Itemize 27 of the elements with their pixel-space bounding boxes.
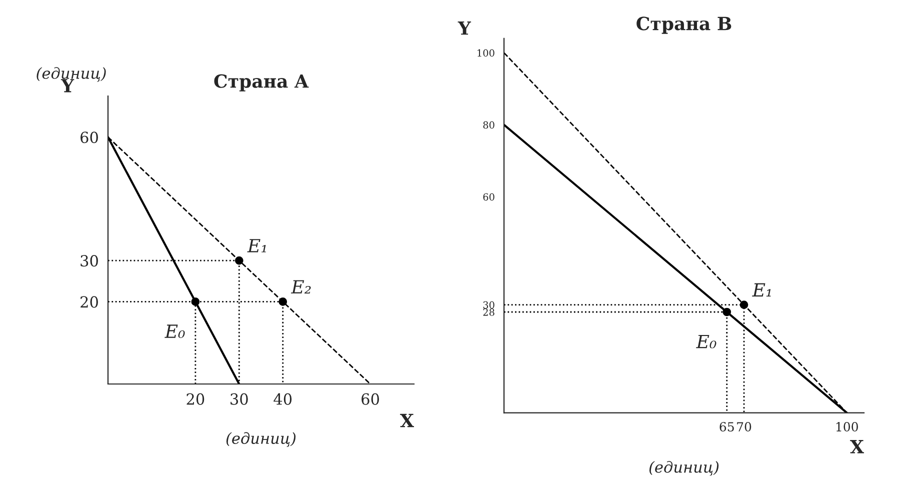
x-tick-label: 65 (720, 422, 734, 432)
annotation: E₁ (247, 239, 266, 252)
y-tick-label: 28 (483, 308, 494, 316)
y-tick-label: 30 (483, 301, 494, 309)
annotation: E₁ (752, 283, 771, 297)
y-tick-label: 30 (80, 255, 98, 267)
annotation: E₀ (696, 334, 716, 348)
x-tick-label: 100 (836, 422, 858, 432)
chart-title: Страна B (636, 16, 732, 34)
x-tick-label: 70 (737, 422, 752, 432)
y-tick-label: 20 (80, 296, 98, 308)
x-tick-label: 60 (362, 393, 379, 405)
x-tick-label: 30 (230, 393, 248, 405)
x-axis-title: X (850, 440, 864, 454)
chart-title: Страна A (214, 74, 309, 92)
text: (единиц) (649, 460, 719, 476)
y-tick-label: 60 (483, 193, 494, 201)
y-tick-label: 100 (478, 49, 494, 57)
annotation: E₀ (164, 324, 185, 338)
y-tick-label: 80 (483, 121, 494, 129)
x-axis-title: X (400, 414, 414, 428)
x-tick-label: 40 (274, 393, 292, 405)
y-tick-label: 60 (80, 132, 98, 144)
annotation: E₂ (290, 280, 311, 294)
y-axis-title: Y (458, 21, 472, 35)
x-tick-label: 20 (186, 393, 204, 405)
text: (единиц) (226, 432, 296, 447)
